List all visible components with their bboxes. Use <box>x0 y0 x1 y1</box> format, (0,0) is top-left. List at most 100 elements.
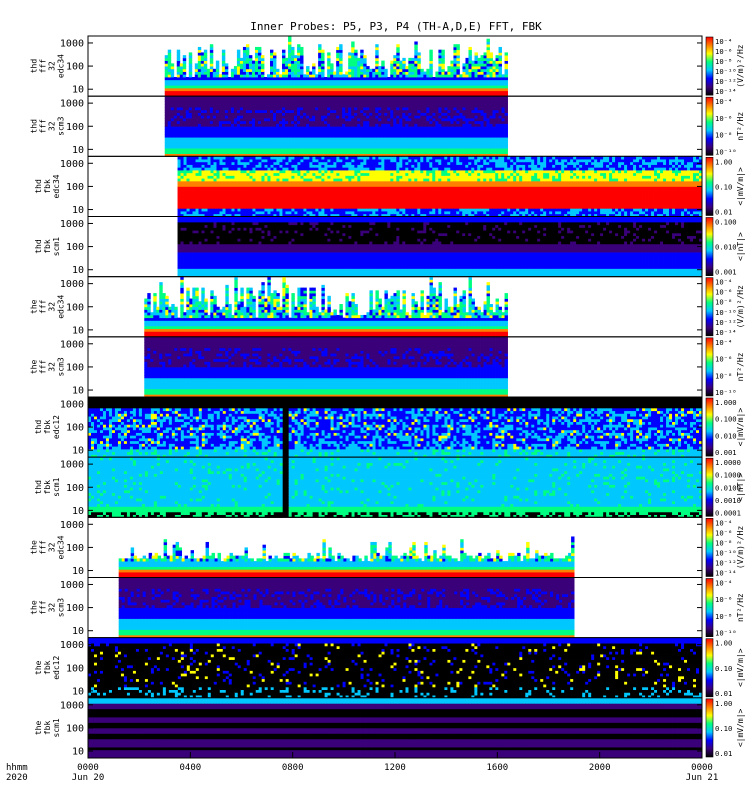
colorbar-tick-label: 0.01 <box>715 689 732 698</box>
panel-4-unit: <|nT|> <box>736 232 745 261</box>
colorbar-tick-label: 0.10 <box>715 724 732 733</box>
colorbar-tick-label: 10⁻⁶ <box>715 595 732 604</box>
panel-label-line: 32 <box>48 61 57 71</box>
colorbar-tick-label: 0.10 <box>715 182 732 191</box>
panel-label-line: the <box>30 360 39 375</box>
panel-5-label: the fff 32 edc34 <box>30 295 66 319</box>
y-tick-label: 1000 <box>60 219 84 230</box>
panel-label-line: edc34 <box>57 295 66 319</box>
y-tick-label: 100 <box>66 483 84 494</box>
y-tick-label: 10 <box>72 386 84 397</box>
colorbar-tick-label: 10⁻⁸ <box>715 371 732 380</box>
panel-label-line: thd <box>34 480 43 495</box>
colorbar-tick-label: 10⁻⁸ <box>715 612 732 621</box>
colorbar-tick-label: 10⁻¹² <box>715 558 737 567</box>
panel-label-line: fff <box>39 119 48 134</box>
panel-12-unit: <|mV/m|> <box>736 708 745 747</box>
panel-4-colorbar <box>706 218 713 276</box>
panel-label-line: fbk <box>43 239 52 254</box>
y-tick-label: 10 <box>72 626 84 637</box>
colorbar-unit-label: <|mV/m|> <box>736 708 745 747</box>
y-tick-label: 100 <box>66 423 84 434</box>
y-tick-label: 100 <box>66 663 84 674</box>
panel-2-colorbar <box>706 97 713 155</box>
colorbar-tick-label: 0.0001 <box>715 508 741 517</box>
y-tick-label: 1000 <box>60 580 84 591</box>
y-tick-label: 100 <box>66 603 84 614</box>
panel-10-label: the fff 32 scm3 <box>30 598 66 617</box>
panel-12-spectrogram <box>88 698 702 759</box>
panel-label-line: fbk <box>43 420 52 435</box>
panel-label-line: fbk <box>43 179 52 194</box>
panel-11-unit: <|mV/m|> <box>736 648 745 687</box>
y-tick-label: 10 <box>72 85 84 96</box>
panel-10-spectrogram <box>119 578 575 639</box>
colorbar-tick-label: 10⁻⁸ <box>715 57 732 66</box>
panel-3-colorbar <box>706 157 713 215</box>
x-row-label: 2020 <box>6 773 28 783</box>
panel-label-line: thd <box>34 179 43 194</box>
colorbar-tick-label: 0.01 <box>715 208 732 217</box>
x-tick-label: 2000 <box>589 763 611 773</box>
panel-label-line: the <box>34 660 43 675</box>
panel-label-line: thd <box>34 239 43 254</box>
panel-10-unit: nT²/Hz <box>736 593 745 622</box>
panel-6-unit: nT²/Hz <box>736 352 745 381</box>
panel-label-line: fbk <box>43 721 52 736</box>
colorbar-tick-label: 10⁻⁶ <box>715 288 732 297</box>
colorbar-tick-label: 0.10 <box>715 664 732 673</box>
y-tick-label: 100 <box>66 122 84 133</box>
y-tick-label: 1000 <box>60 339 84 350</box>
y-tick-label: 10 <box>72 325 84 336</box>
x-tick-label: 0000 <box>691 763 713 773</box>
colorbar-tick-label: 10⁻¹⁰ <box>715 629 737 638</box>
panel-label-line: 32 <box>48 542 57 552</box>
colorbar-tick-label: 0.01 <box>715 749 732 758</box>
panel-label-line: the <box>30 600 39 615</box>
colorbar-tick-label: 10⁻¹⁴ <box>715 569 737 578</box>
panel-6-colorbar <box>706 338 713 396</box>
panel-label-line: fff <box>39 299 48 314</box>
colorbar-tick-label: 10⁻⁸ <box>715 298 732 307</box>
colorbar-tick-label: 10⁻¹⁰ <box>715 548 737 557</box>
panel-label-line: thd <box>34 420 43 435</box>
colorbar-tick-label: 1.00 <box>715 157 732 166</box>
colorbar-tick-label: 10⁻⁴ <box>715 579 732 588</box>
panel-label-line: thd <box>30 119 39 134</box>
panel-label-line: fff <box>39 540 48 555</box>
panel-8-unit: <|nT|> <box>736 473 745 502</box>
x-tick-label: 0400 <box>179 763 201 773</box>
colorbar-tick-label: 10⁻¹⁰ <box>715 308 737 317</box>
panel-9-unit: (V/m)²/Hz <box>736 526 745 570</box>
panel-7-spectrogram <box>88 397 702 458</box>
panel-7-unit: <|mV/m|> <box>736 408 745 447</box>
colorbar-tick-label: 0.100 <box>715 218 737 227</box>
panel-label-line: scm1 <box>52 718 61 737</box>
y-tick-label: 100 <box>66 182 84 193</box>
colorbar-unit-label: <|mV/m|> <box>736 408 745 447</box>
panel-label-line: the <box>30 299 39 314</box>
panel-6-label: the fff 32 scm3 <box>30 357 66 376</box>
panel-1-colorbar <box>706 37 713 95</box>
panel-12-colorbar <box>706 699 713 757</box>
y-tick-label: 100 <box>66 242 84 253</box>
y-tick-label: 100 <box>66 362 84 373</box>
chart-title: Inner Probes: P5, P3, P4 (TH-A,D,E) FFT,… <box>250 20 542 33</box>
panel-11-colorbar <box>706 639 713 697</box>
y-tick-label: 1000 <box>60 640 84 651</box>
colorbar-unit-label: (V/m)²/Hz <box>736 285 745 329</box>
x-tick-label: 1600 <box>486 763 508 773</box>
y-tick-label: 10 <box>72 446 84 457</box>
colorbar-tick-label: 1.00 <box>715 639 732 648</box>
panel-8-colorbar <box>706 458 713 516</box>
colorbar-tick-label: 10⁻⁶ <box>715 528 732 537</box>
panel-11-label: the fbk edc12 <box>34 656 61 680</box>
y-tick-label: 10 <box>72 747 84 758</box>
panel-label-line: scm3 <box>57 116 66 135</box>
panel-10: 10 100 1000 the fff 32 scm3 10⁻⁴ 10⁻⁶ 10⁻⁸ 10⁻¹⁰ nT… <box>30 578 746 639</box>
panel-label-line: the <box>34 721 43 736</box>
